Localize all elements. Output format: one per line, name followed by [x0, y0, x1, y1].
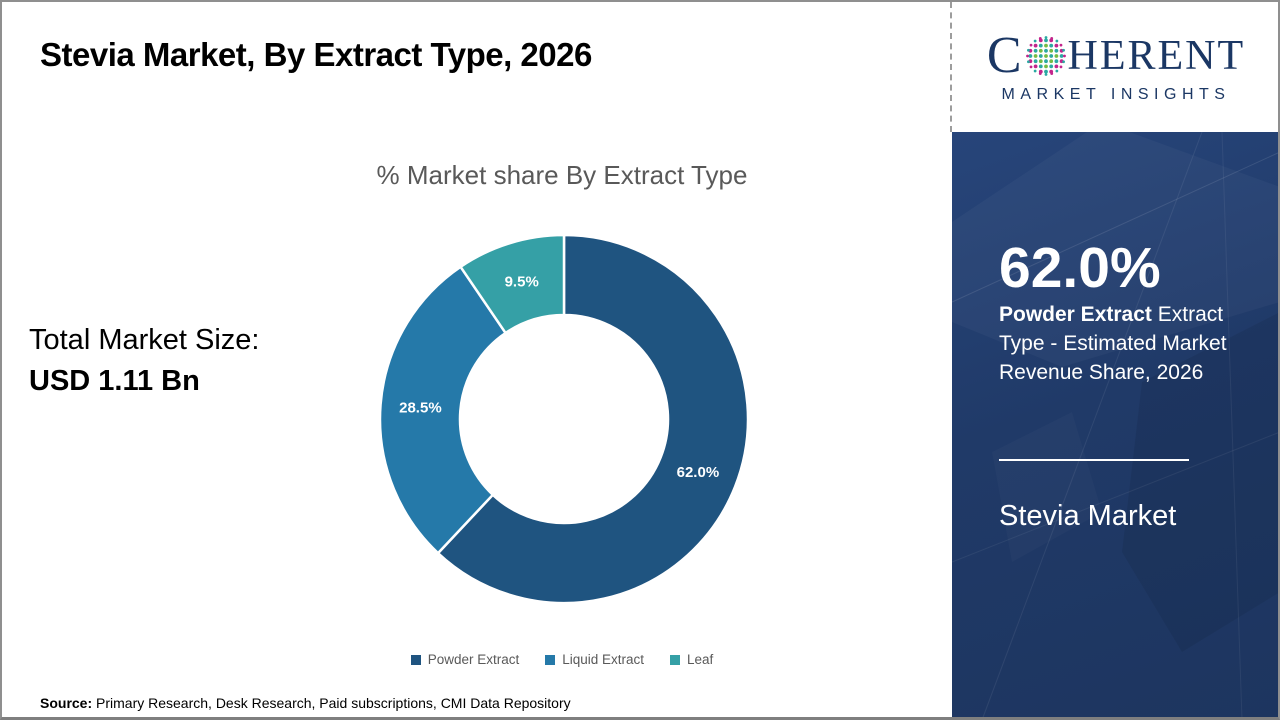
legend-label: Liquid Extract: [562, 652, 645, 667]
logo-letter-c: C: [986, 27, 1024, 84]
chart-title: % Market share By Extract Type: [376, 160, 748, 190]
globe-dot: [1043, 64, 1048, 69]
legend-item-powder-extract: Powder Extract: [410, 652, 520, 667]
legend-swatch-icon: [410, 654, 421, 665]
donut-slice-powder-extract: [436, 233, 750, 605]
globe-ring-dot: [1026, 48, 1030, 52]
dotted-globe-icon: [1025, 36, 1066, 76]
globe-dot: [1048, 64, 1053, 69]
globe-dot: [1059, 54, 1064, 58]
globe-dot: [1028, 54, 1032, 58]
globe-ring-dot: [1049, 37, 1053, 40]
globe-dot: [1043, 59, 1048, 64]
globe-dot: [1043, 38, 1048, 43]
globe-ring-dot: [1038, 37, 1042, 40]
globe-dot: [1054, 54, 1058, 58]
globe-ring-dot: [1059, 65, 1062, 69]
globe-ring-dot: [1054, 69, 1058, 73]
source-label: Source:: [40, 695, 93, 711]
legend-item-liquid-extract: Liquid Extract: [545, 652, 644, 667]
globe-dot: [1033, 64, 1038, 69]
globe-dot: [1043, 48, 1048, 53]
source-text: Primary Research, Desk Research, Paid su…: [96, 695, 571, 711]
logo-wordmark: C HERENT: [987, 30, 1245, 82]
donut-data-label: 9.5%: [505, 273, 539, 290]
panel-divider: [999, 459, 1189, 461]
total-market-size-label: Total Market Size:: [29, 324, 260, 356]
donut-chart: 62.0% 28.5% 9.5%: [378, 233, 750, 605]
legend-swatch-icon: [545, 654, 556, 665]
logo-subtitle: MARKET INSIGHTS: [1001, 86, 1231, 103]
globe-ring-dot: [1059, 43, 1062, 47]
source-line: Source: Primary Research, Desk Research,…: [40, 695, 571, 711]
globe-ring-dot: [1038, 72, 1042, 75]
donut-data-label: 62.0%: [677, 464, 720, 481]
globe-dot: [1038, 64, 1043, 69]
globe-ring-dot: [1061, 60, 1065, 64]
total-market-size-value: USD 1.11 Bn: [29, 365, 200, 397]
globe-dot: [1048, 54, 1053, 58]
world-map-texture: [952, 132, 1278, 717]
stat-description-rest: Extract Type - Estimated Market Revenue …: [999, 303, 1227, 384]
globe-dot: [1033, 48, 1038, 53]
globe-dot: [1033, 54, 1038, 58]
globe-ring-dot: [1054, 39, 1058, 43]
globe-dot: [1043, 43, 1048, 48]
legend-label: Leaf: [687, 652, 714, 667]
company-logo: C HERENT MARKET INSIGHTS: [950, 2, 1278, 132]
globe-ring-dot: [1025, 54, 1029, 58]
globe-dot: [1048, 43, 1053, 48]
globe-dot: [1038, 54, 1043, 58]
legend-item-leaf: Leaf: [670, 652, 713, 667]
chart-legend: Powder Extract Liquid Extract Leaf: [172, 652, 952, 667]
globe-ring-dot: [1033, 39, 1037, 43]
globe-dot: [1038, 59, 1043, 64]
globe-ring-dot: [1044, 36, 1047, 39]
legend-label: Powder Extract: [427, 652, 520, 667]
globe-dot: [1054, 43, 1058, 48]
globe-dot: [1033, 59, 1038, 64]
globe-dot: [1048, 59, 1053, 64]
globe-dot: [1048, 48, 1053, 53]
logo-letters-rest: HERENT: [1067, 33, 1246, 79]
globe-ring-dot: [1026, 60, 1030, 64]
globe-dot: [1054, 59, 1058, 64]
donut-data-label: 28.5%: [399, 400, 442, 417]
globe-ring-dot: [1029, 65, 1032, 69]
stat-description-bold: Powder Extract: [999, 303, 1152, 326]
globe-ring-dot: [1062, 54, 1066, 58]
globe-dot: [1033, 43, 1038, 48]
page-title: Stevia Market, By Extract Type, 2026: [40, 36, 592, 73]
globe-ring-dot: [1033, 69, 1037, 73]
globe-ring-dot: [1044, 73, 1047, 76]
globe-dot: [1038, 43, 1043, 48]
legend-swatch-icon: [670, 654, 681, 665]
side-panel: 62.0% Powder Extract Extract Type - Esti…: [952, 132, 1278, 717]
globe-dot: [1054, 48, 1058, 53]
globe-dot: [1038, 48, 1043, 53]
stat-value: 62.0%: [999, 236, 1161, 300]
donut-slice-liquid-extract: [378, 265, 507, 555]
globe-ring-dot: [1061, 48, 1065, 52]
globe-ring-dot: [1029, 43, 1032, 47]
stat-description: Powder Extract Extract Type - Estimated …: [999, 300, 1251, 387]
globe-dot: [1054, 64, 1058, 69]
globe-ring-dot: [1049, 72, 1053, 75]
panel-title: Stevia Market: [999, 500, 1177, 532]
globe-dot: [1043, 54, 1048, 58]
donut-slice-leaf: [459, 233, 566, 335]
total-market-size-block: Total Market Size: USD 1.11 Bn: [29, 324, 259, 398]
globe-dot: [1043, 69, 1048, 74]
